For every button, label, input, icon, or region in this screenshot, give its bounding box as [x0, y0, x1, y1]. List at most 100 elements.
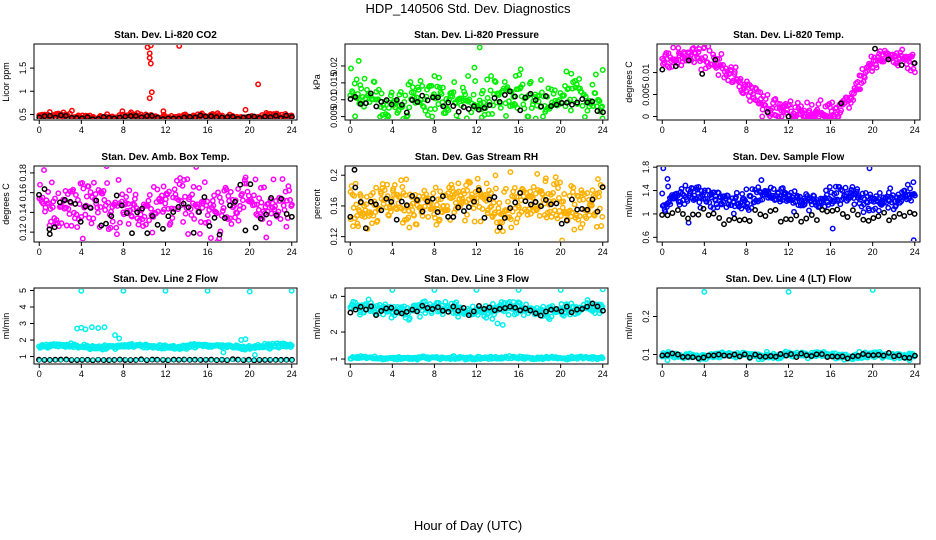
data-point [352, 306, 359, 313]
data-point [563, 303, 570, 310]
data-point [875, 351, 882, 358]
data-point [42, 357, 47, 362]
data-point [218, 199, 225, 205]
data-point [848, 186, 855, 193]
y-tick-label: 0.16 [329, 197, 339, 215]
data-point [388, 89, 395, 96]
data-point [160, 183, 167, 190]
x-tick-label: 4 [390, 369, 395, 379]
data-point [678, 185, 685, 192]
data-point [731, 351, 738, 358]
data-point [757, 211, 764, 218]
data-point [279, 176, 286, 183]
data-point [548, 103, 555, 110]
data-point [409, 200, 416, 207]
data-point [263, 357, 268, 362]
data-point [486, 196, 493, 203]
data-point [775, 113, 781, 119]
data-point [362, 225, 369, 232]
data-point [424, 97, 431, 104]
data-point [481, 104, 488, 111]
data-point [522, 198, 529, 205]
data-point [419, 92, 426, 99]
data-point [570, 184, 577, 191]
data-point [538, 76, 544, 83]
data-point [63, 222, 70, 229]
data-point [592, 71, 599, 78]
data-point [832, 183, 839, 190]
data-point [393, 96, 400, 103]
data-point [160, 116, 166, 119]
data-point [763, 348, 770, 355]
data-point [534, 170, 541, 177]
data-point [497, 104, 504, 111]
data-point [726, 217, 733, 223]
data-point [235, 217, 242, 224]
data-point [568, 70, 575, 77]
data-point [857, 86, 863, 93]
data-point [409, 84, 416, 91]
data-point [721, 352, 728, 359]
data-point [728, 64, 735, 71]
data-point [101, 197, 108, 203]
data-point [192, 356, 198, 363]
data-point [348, 65, 354, 72]
data-point [559, 204, 566, 211]
data-point [589, 81, 596, 88]
data-point [415, 86, 422, 93]
data-point [696, 199, 703, 206]
data-point [556, 208, 563, 214]
data-point [84, 356, 91, 363]
data-point [540, 113, 546, 119]
y-tick-label: 0.1 [641, 348, 651, 361]
data-point [90, 358, 95, 362]
data-point [387, 92, 394, 99]
data-point [479, 206, 486, 212]
data-point [80, 185, 87, 192]
data-point [388, 101, 395, 108]
data-point [368, 303, 375, 310]
data-point [569, 85, 576, 92]
data-point [100, 357, 107, 363]
data-point [504, 84, 511, 91]
chart-title: Stan. Dev. Line 4 (LT) Flow [726, 274, 852, 285]
data-point [592, 90, 599, 97]
data-point [660, 167, 667, 172]
y-axis-label: ml/min [1, 313, 11, 340]
data-point [502, 305, 508, 312]
data-point [480, 99, 487, 106]
data-point [354, 220, 361, 227]
data-point [538, 203, 544, 210]
data-point [537, 312, 544, 319]
data-point [45, 188, 52, 195]
y-tick-label: 1 [329, 357, 339, 362]
data-point [522, 305, 529, 312]
data-point [51, 224, 58, 231]
data-point [116, 335, 123, 342]
chart-panel: Stan. Dev. Sample Flow ml/min 0 4 8 12 16 20 24 0… [624, 152, 921, 257]
x-tick-label: 12 [783, 247, 793, 257]
data-point [280, 202, 287, 209]
data-point [283, 197, 290, 204]
data-point [239, 190, 245, 197]
data-point [378, 90, 385, 97]
data-point [198, 357, 203, 362]
data-point [911, 192, 918, 199]
data-point [165, 205, 172, 212]
data-point [792, 104, 799, 111]
data-point [363, 306, 369, 313]
data-point [811, 113, 818, 119]
data-point [201, 194, 208, 201]
data-point [588, 202, 595, 209]
y-tick-label: 1.8 [641, 161, 651, 174]
data-point [202, 356, 209, 363]
x-tick-label: 4 [702, 369, 707, 379]
data-point [517, 107, 524, 114]
data-point [479, 87, 486, 94]
data-point [170, 209, 177, 216]
data-point [529, 194, 536, 201]
data-point [901, 212, 908, 219]
data-point [383, 97, 390, 104]
data-point [767, 353, 774, 360]
